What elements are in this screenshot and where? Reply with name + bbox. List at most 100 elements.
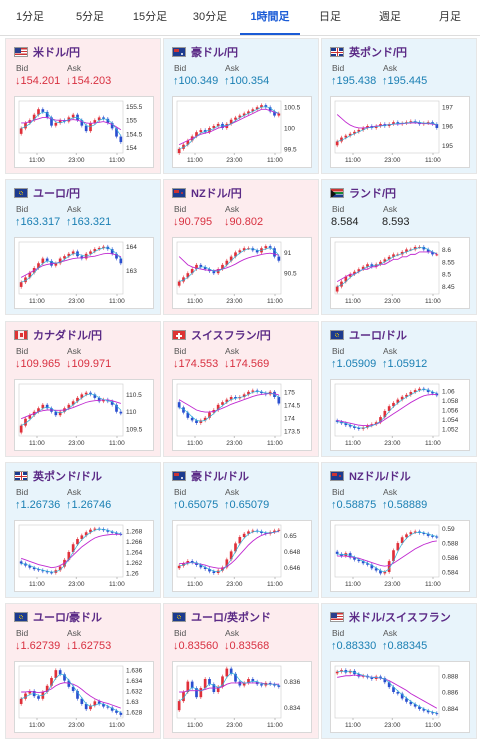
bid-value: ↑1.26736	[15, 499, 61, 511]
pair-name[interactable]: カナダドル/円	[33, 330, 103, 342]
y-tick-label: 0.834	[284, 705, 301, 712]
ask-label: Ask	[67, 628, 82, 638]
price-chart[interactable]: 155.5 155 154.5 154 11:00 23:00 11:00	[14, 96, 154, 168]
rate-card[interactable]: NZドル/ドル Bid Ask ↑0.58875 ↑0.58889 0.59 0.588 0.…	[321, 462, 477, 598]
price-chart[interactable]: 110.5 110 109.5 11:00 23:00 11:00	[14, 379, 154, 451]
candle	[80, 256, 84, 259]
flag-us-icon	[330, 612, 344, 622]
candle	[119, 258, 123, 264]
pair-name[interactable]: 米ドル/スイスフラン	[349, 612, 451, 624]
candle	[203, 266, 207, 270]
candle	[110, 707, 114, 711]
price-chart[interactable]: 164 163 11:00 23:00 11:00	[14, 237, 154, 309]
price-chart[interactable]: 0.888 0.886 0.884 11:00 23:00 11:00	[330, 661, 470, 733]
price-chart[interactable]: 0.65 0.648 0.646 11:00 23:00 11:00	[172, 520, 312, 592]
moving-average-line	[337, 393, 437, 427]
bid-value: ↓154.201	[15, 75, 61, 87]
bid-label: Bid	[174, 628, 187, 638]
bid-value: ↓90.795	[173, 216, 213, 228]
plot-frame	[334, 100, 440, 154]
tab-3[interactable]: 30分足	[192, 11, 228, 23]
short-average-line	[337, 531, 437, 573]
price-chart[interactable]: 1.268 1.266 1.264 1.262 1.26 11:00 23:00 11:00	[14, 520, 154, 592]
candle	[426, 122, 430, 124]
short-average-line	[337, 670, 437, 714]
tab-1[interactable]: 5分足	[75, 11, 105, 23]
rate-card[interactable]: ユーロ/ドル Bid Ask ↑1.05909 ↑1.05912 1.06 1.058 1.0…	[321, 321, 477, 457]
pair-name[interactable]: 米ドル/円	[33, 47, 81, 59]
x-tick-label: 11:00	[425, 157, 441, 164]
tab-2[interactable]: 15分足	[132, 11, 168, 23]
ask-value: ↑195.445	[382, 75, 428, 87]
chart-svg: 164 163 11:00 23:00 11:00	[18, 241, 137, 305]
tab-4[interactable]: 1時間足	[240, 0, 300, 35]
candle	[28, 272, 32, 278]
price-chart[interactable]: 0.836 0.834 11:00 23:00 11:00	[172, 661, 312, 733]
candle	[392, 122, 395, 125]
x-tick-label: 11:00	[267, 298, 283, 305]
rate-card[interactable]: 英ポンド/円 Bid Ask ↑195.438 ↑195.445 197 196 195 11:…	[321, 38, 477, 174]
tab-7[interactable]: 月足	[439, 11, 461, 23]
candle	[383, 678, 387, 683]
pair-name[interactable]: 英ポンド/円	[349, 47, 408, 59]
chart-svg: 91 90.5 11:00 23:00 11:00	[176, 241, 297, 305]
tab-0[interactable]: 1分足	[15, 11, 45, 23]
tab-6[interactable]: 週足	[379, 11, 401, 23]
plot-frame	[18, 383, 124, 437]
pair-header: ランド/円	[330, 186, 396, 200]
pair-name[interactable]: ユーロ/ドル	[349, 330, 408, 342]
candle	[361, 561, 365, 564]
y-tick-label: 0.586	[442, 555, 459, 562]
candle	[426, 710, 430, 713]
rate-card[interactable]: ランド/円 Bid Ask 8.584 8.593 8.6 8.55 8.5 8.45 11:00…	[321, 179, 477, 315]
candle	[405, 534, 408, 538]
pair-name[interactable]: NZドル/ドル	[349, 471, 411, 483]
bid-label: Bid	[174, 204, 187, 214]
price-chart[interactable]: 0.59 0.588 0.586 0.584 11:00 23:00 11:00	[330, 520, 470, 592]
candle	[80, 698, 84, 704]
rate-card[interactable]: 豪ドル/ドル Bid Ask ↑0.65075 ↑0.65079 0.65 0.648 0.6…	[163, 462, 319, 598]
price-chart[interactable]: 100.5 100 99.5 11:00 23:00 11:00	[172, 96, 312, 168]
tab-5[interactable]: 日足	[319, 11, 341, 23]
price-chart[interactable]: 175 174.5 174 173.5 11:00 23:00 11:00	[172, 379, 312, 451]
pair-name[interactable]: 英ポンド/ドル	[33, 471, 103, 483]
price-chart[interactable]: 91 90.5 11:00 23:00 11:00	[172, 237, 312, 309]
price-chart[interactable]: 8.6 8.55 8.5 8.45 11:00 23:00 11:00	[330, 237, 470, 309]
price-chart[interactable]: 197 196 195 11:00 23:00 11:00	[330, 96, 470, 168]
short-average-line	[337, 247, 437, 287]
pair-name[interactable]: 豪ドル/ドル	[191, 471, 250, 483]
ask-label: Ask	[225, 63, 240, 73]
rate-card[interactable]: 英ポンド/ドル Bid Ask ↑1.26736 ↑1.26746 1.268 1.266 1…	[5, 462, 161, 598]
price-chart[interactable]: 1.06 1.058 1.056 1.054 1.052 11:00 23:00 11:00	[330, 379, 470, 451]
y-tick-label: 0.584	[442, 569, 459, 576]
x-tick-label: 11:00	[187, 722, 203, 729]
candle	[97, 397, 101, 402]
candle	[177, 148, 181, 153]
candle	[273, 111, 276, 116]
pair-name[interactable]: ランド/円	[349, 188, 397, 200]
bid-label: Bid	[16, 487, 29, 497]
x-tick-label: 11:00	[267, 581, 283, 588]
rate-card[interactable]: ユーロ/英ポンド Bid Ask ↓0.83560 ↓0.83568 0.836 0.834…	[163, 603, 319, 739]
rate-card[interactable]: スイスフラン/円 Bid Ask ↓174.553 ↓174.569 175 174.5 17…	[163, 321, 319, 457]
rate-card[interactable]: カナダドル/円 Bid Ask ↓109.965 ↓109.971 110.5 110 109…	[5, 321, 161, 457]
rate-card[interactable]: NZドル/円 Bid Ask ↓90.795 ↓90.802 91 90.5 11:00 23:…	[163, 179, 319, 315]
rate-card[interactable]: 米ドル/スイスフラン Bid Ask ↑0.88330 ↑0.88345 0.888 0.8…	[321, 603, 477, 739]
rate-card[interactable]: 米ドル/円 Bid Ask ↓154.201 ↓154.203 155.5 155 154.5…	[5, 38, 161, 174]
bid-value: ↑0.58875	[331, 499, 377, 511]
pair-name[interactable]: 豪ドル/円	[191, 47, 239, 59]
plot-frame	[334, 665, 440, 719]
price-chart[interactable]: 1.636 1.634 1.632 1.63 1.628 11:00 23:00 11:00	[14, 661, 154, 733]
rate-card[interactable]: ユーロ/豪ドル Bid Ask ↓1.62739 ↓1.62753 1.636 1.634 1…	[5, 603, 161, 739]
pair-name[interactable]: スイスフラン/円	[191, 330, 271, 342]
pair-name[interactable]: ユーロ/英ポンド	[191, 612, 272, 624]
y-tick-label: 1.634	[126, 678, 143, 685]
rate-card[interactable]: ユーロ/円 Bid Ask ↑163.317 ↑163.321 164 163 11:00 23…	[5, 179, 161, 315]
pair-name[interactable]: ユーロ/円	[33, 188, 81, 200]
rate-card[interactable]: 豪ドル/円 Bid Ask ↑100.349 ↑100.354 100.5 100 99.5 1…	[163, 38, 319, 174]
pair-name[interactable]: NZドル/円	[191, 188, 242, 200]
pair-name[interactable]: ユーロ/豪ドル	[33, 612, 103, 624]
y-tick-label: 1.268	[126, 529, 143, 536]
